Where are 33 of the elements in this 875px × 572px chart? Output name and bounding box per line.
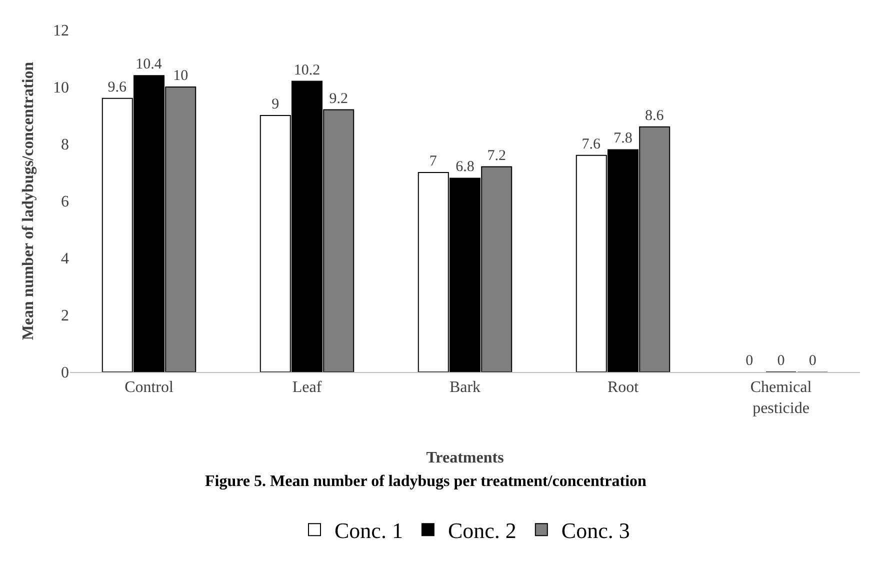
y-tick-label: 2 [61,308,69,325]
data-label: 0 [746,353,754,369]
data-label: 10.4 [136,56,162,73]
data-label: 9.2 [329,90,348,107]
x-tick-label: Chemical pesticide [750,379,812,417]
x-tick-label: Bark [449,379,481,396]
y-tick-label: 12 [53,22,69,40]
data-label: 7.2 [487,148,506,164]
y-axis-title: Mean number of ladybugs/concentration [20,62,37,340]
data-label: 0 [808,353,816,369]
legend-label: Conc. 1 [334,518,403,544]
y-tick-label: 8 [61,136,69,154]
data-label: 7.8 [614,130,632,147]
x-tick-label: Root [607,379,640,396]
x-tick-label: Control [124,379,174,396]
y-tick-label: 10 [53,80,69,97]
data-label: 10.2 [294,62,320,78]
y-tick-label: 6 [61,194,69,211]
legend-label: Conc. 2 [448,518,516,544]
data-label: 7.6 [582,136,602,152]
y-tick-label: 4 [61,250,69,268]
y-tick-label: 0 [61,364,69,382]
legend-label: Conc. 3 [561,518,630,544]
data-label: 9 [272,96,280,112]
data-label: 6.8 [456,159,474,176]
data-label: 9.6 [108,79,128,96]
data-label: 0 [777,353,785,369]
data-label: 10 [173,68,188,84]
data-label: 7 [429,154,438,170]
caption: Figure 5. Mean number of ladybugs per treatment/concentration [205,473,647,490]
data-label: 8.6 [644,108,664,124]
x-axis-title: Treatments [426,450,504,467]
x-tick-label: Leaf [292,379,322,396]
